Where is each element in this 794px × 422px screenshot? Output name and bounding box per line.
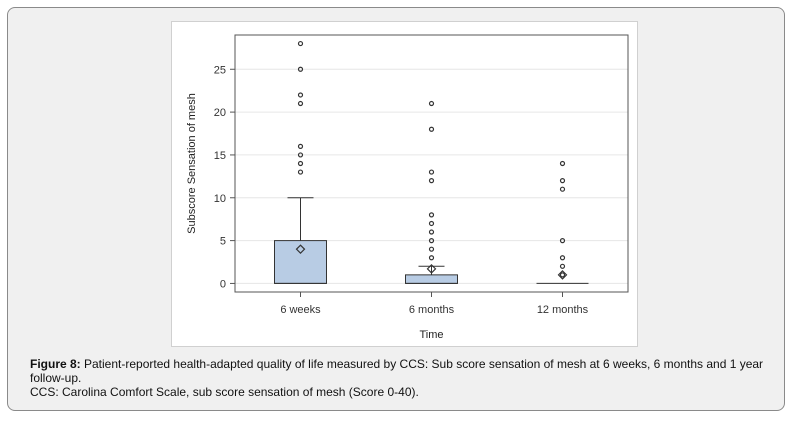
y-tick-label: 0 <box>220 278 226 290</box>
outlier-point <box>428 255 435 261</box>
outlier-point <box>559 186 566 192</box>
outlier-point <box>428 212 435 218</box>
outlier-point <box>559 263 566 269</box>
caption-main: Figure 8: Patient-reported health-adapte… <box>30 357 780 385</box>
y-tick-label: 10 <box>214 193 226 205</box>
box <box>405 274 458 284</box>
x-tick-label: 12 months <box>537 304 589 316</box>
y-tick-label: 20 <box>214 107 226 119</box>
box-group-6-weeks <box>274 40 327 284</box>
caption-text: Patient-reported health-adapted quality … <box>30 357 764 385</box>
caption-note: CCS: Carolina Comfort Scale, sub score s… <box>30 385 419 399</box>
outlier-point <box>559 178 566 184</box>
x-axis-label: Time <box>419 329 443 341</box>
outlier-point <box>297 143 304 149</box>
outlier-point <box>297 169 304 175</box>
mean-marker <box>557 270 568 280</box>
y-axis-label: Subscore Sensation of mesh <box>186 93 198 234</box>
outlier-point <box>428 246 435 252</box>
outlier-point <box>428 126 435 132</box>
x-tick-label: 6 weeks <box>280 304 321 316</box>
outlier-point <box>297 152 304 158</box>
box <box>274 240 327 284</box>
outlier-point <box>559 255 566 261</box>
figure-frame: 0 5 10 15 20 25 Subscore Sensation of mesh 6 we… <box>7 7 785 411</box>
caption-label: Figure 8: <box>30 357 81 371</box>
y-tick-label: 15 <box>214 150 226 162</box>
outlier-point <box>297 160 304 167</box>
chart-container: 0 5 10 15 20 25 Subscore Sensation of mesh 6 we… <box>171 21 638 347</box>
outlier-point <box>559 272 566 278</box>
outlier-point <box>428 100 435 107</box>
x-tick-label: 6 months <box>409 304 455 316</box>
outlier-point <box>428 220 435 227</box>
outlier-point <box>297 40 304 47</box>
figure-caption: Figure 8: Patient-reported health-adapte… <box>30 357 780 399</box>
y-tick-label: 5 <box>220 236 226 248</box>
outlier-point <box>428 178 435 184</box>
box-group-12-months <box>536 160 589 284</box>
outlier-point <box>297 100 304 107</box>
outlier-point <box>428 229 435 235</box>
outlier-point <box>428 238 435 244</box>
outlier-point <box>297 66 304 72</box>
y-tick-label: 25 <box>214 64 226 76</box>
outlier-point <box>559 160 566 167</box>
mean-marker <box>295 244 306 255</box>
box-group-6-months <box>405 100 458 284</box>
mean-marker <box>426 264 437 274</box>
box-plot: 0 5 10 15 20 25 Subscore Sensation of mesh 6 we… <box>186 34 629 341</box>
outlier-point <box>559 238 566 244</box>
outlier-point <box>428 169 435 175</box>
outlier-point <box>297 92 304 98</box>
